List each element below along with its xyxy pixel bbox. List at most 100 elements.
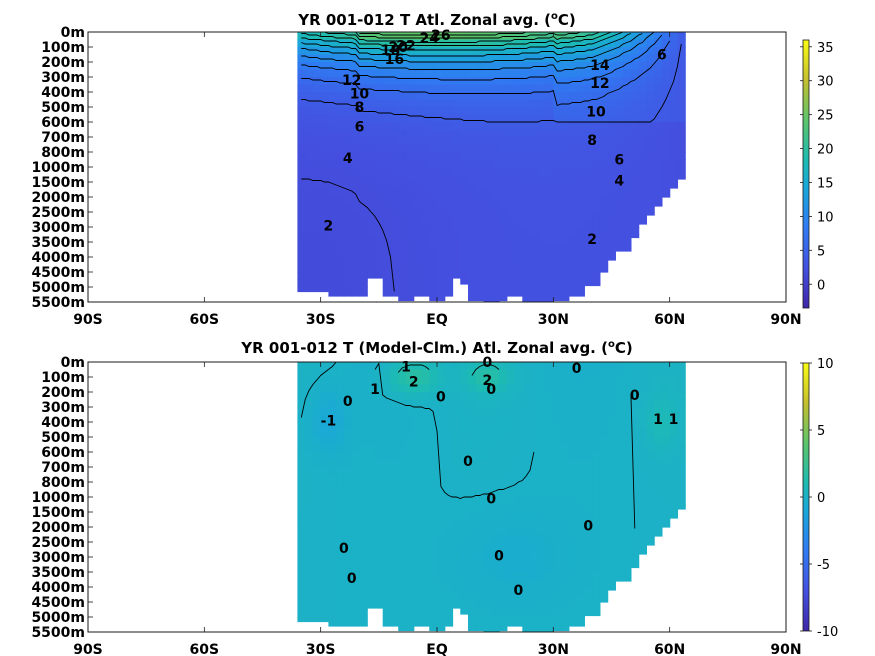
field-cell	[452, 257, 461, 266]
field-cell	[305, 197, 314, 206]
field-cell	[312, 489, 322, 498]
field-cell	[367, 572, 376, 581]
field-cell	[537, 452, 547, 461]
field-cell	[599, 564, 609, 573]
field-cell	[374, 137, 384, 146]
field-cell	[491, 504, 500, 513]
field-cell	[506, 384, 516, 393]
field-cell	[444, 129, 454, 138]
field-cell	[599, 369, 609, 378]
field-cell	[568, 152, 578, 161]
field-cell	[630, 482, 640, 491]
field-cell	[297, 129, 306, 138]
field-cell	[460, 62, 469, 71]
field-cell	[421, 54, 430, 63]
field-cell	[630, 459, 640, 468]
field-cell	[367, 99, 376, 108]
field-cell	[437, 534, 446, 543]
field-cell	[367, 249, 376, 258]
field-cell	[537, 549, 547, 558]
field-cell	[607, 444, 616, 453]
field-cell	[514, 212, 523, 221]
field-cell	[599, 399, 609, 408]
field-cell	[592, 129, 601, 138]
field-cell	[421, 69, 430, 78]
field-cell	[351, 114, 361, 123]
field-cell	[444, 474, 454, 483]
field-cell	[382, 392, 392, 401]
field-cell	[390, 617, 399, 626]
field-cell	[630, 414, 640, 423]
field-cell	[429, 32, 438, 41]
field-cell	[545, 92, 554, 101]
field-cell	[545, 174, 554, 183]
panel-2-y-ticks: 0m100m200m300m400m500m600m700m800m1000m1…	[31, 355, 93, 641]
field-cell	[305, 452, 314, 461]
field-cell	[305, 279, 314, 288]
field-cell	[382, 47, 392, 56]
field-cell	[382, 362, 392, 371]
field-cell	[530, 467, 539, 476]
field-cell	[607, 152, 616, 161]
field-cell	[460, 557, 469, 566]
field-cell	[320, 167, 330, 176]
field-cell	[561, 204, 570, 213]
field-cell	[429, 557, 438, 566]
field-cell	[367, 384, 376, 393]
field-cell	[374, 474, 384, 483]
field-cell	[483, 437, 492, 446]
field-cell	[607, 414, 616, 423]
field-cell	[654, 504, 663, 513]
field-cell	[359, 512, 368, 521]
field-cell	[398, 467, 407, 476]
contour-label: 4	[343, 151, 353, 167]
field-cell	[390, 452, 399, 461]
field-cell	[568, 594, 578, 603]
field-cell	[390, 107, 399, 116]
field-cell	[669, 504, 679, 513]
field-cell	[390, 437, 399, 446]
field-cell	[421, 392, 430, 401]
field-cell	[429, 249, 438, 258]
field-cell	[312, 444, 322, 453]
field-cell	[545, 129, 554, 138]
field-cell	[343, 557, 353, 566]
field-cell	[437, 204, 446, 213]
field-cell	[312, 579, 322, 588]
field-cell	[328, 399, 337, 408]
field-cell	[452, 482, 461, 491]
field-cell	[537, 587, 547, 596]
field-cell	[382, 69, 392, 78]
field-cell	[491, 129, 500, 138]
field-cell	[537, 594, 547, 603]
field-cell	[421, 557, 430, 566]
field-cell	[390, 39, 399, 48]
field-cell	[499, 414, 508, 423]
field-cell	[421, 32, 430, 41]
field-cell	[437, 384, 446, 393]
field-cell	[584, 279, 593, 287]
field-cell	[444, 609, 454, 618]
field-cell	[475, 377, 485, 386]
x-tick-label: 90S	[73, 312, 103, 328]
field-cell	[374, 99, 384, 108]
field-cell	[374, 212, 384, 221]
field-cell	[537, 422, 547, 431]
field-cell	[328, 444, 337, 453]
field-cell	[297, 152, 306, 161]
field-cell	[320, 242, 330, 251]
colorbar-2-scale	[802, 362, 810, 632]
field-cell	[491, 227, 500, 236]
field-cell	[468, 617, 477, 626]
field-cell	[429, 77, 438, 86]
field-cell	[568, 504, 578, 513]
field-cell	[312, 152, 322, 161]
field-cell	[638, 422, 647, 431]
field-cell	[677, 99, 686, 108]
field-cell	[522, 129, 531, 138]
field-cell	[444, 144, 454, 153]
field-cell	[623, 114, 632, 123]
field-cell	[669, 47, 679, 56]
field-cell	[499, 77, 508, 86]
